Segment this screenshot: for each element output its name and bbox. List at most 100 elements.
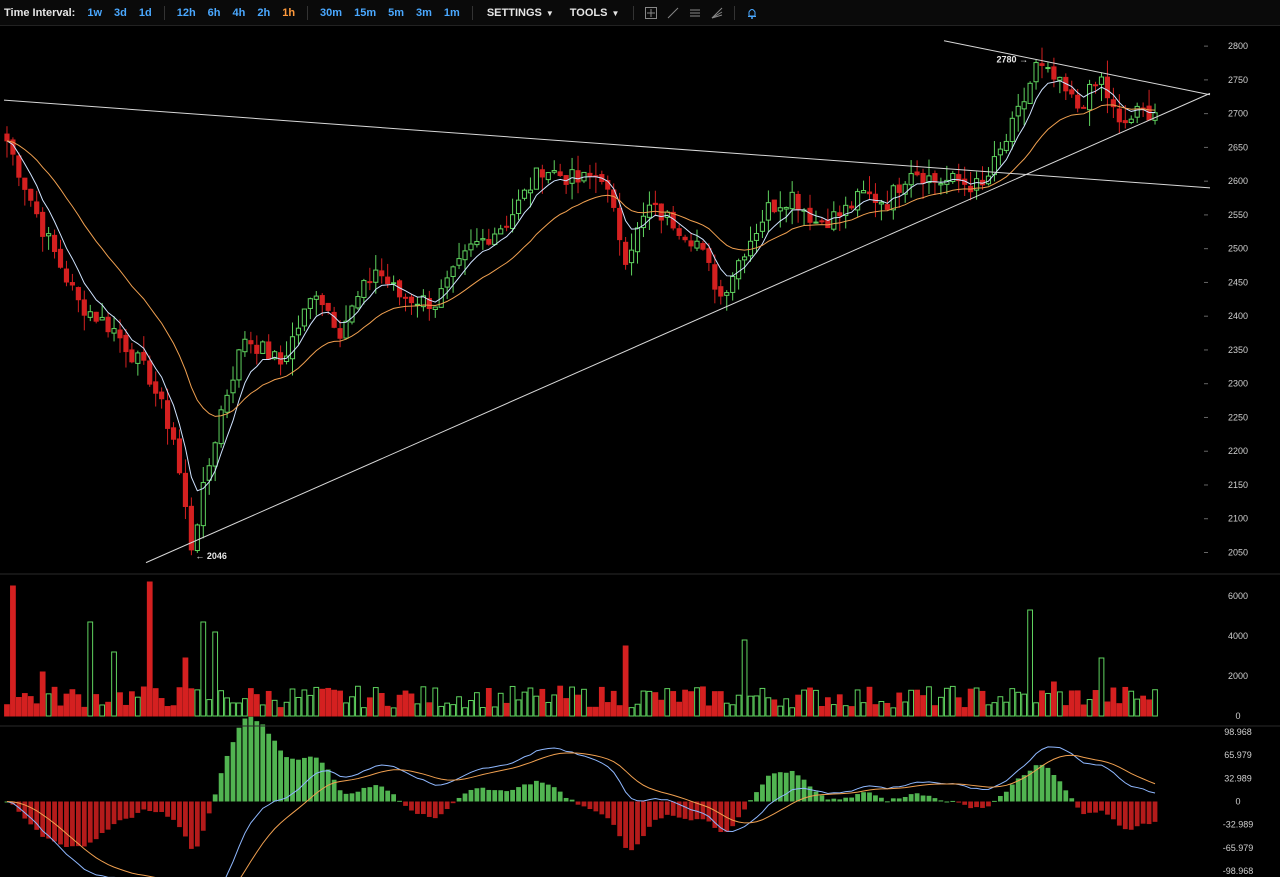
interval-3d[interactable]: 3d <box>114 6 127 19</box>
macd-histogram-bar <box>236 727 242 802</box>
separator <box>633 5 635 20</box>
macd-histogram-bar <box>730 801 736 827</box>
horizontal-lines-icon[interactable] <box>687 5 703 21</box>
volume-bar <box>979 690 986 717</box>
volume-bar <box>289 688 296 717</box>
line-draw-icon[interactable] <box>665 5 681 21</box>
candle-body <box>1110 99 1116 108</box>
volume-bar <box>236 702 242 717</box>
candle-body <box>301 308 307 327</box>
candle-body <box>521 189 528 199</box>
volume-bar <box>337 690 343 717</box>
macd-histogram-bar <box>1009 784 1015 802</box>
candle-body <box>1015 105 1021 117</box>
candle-body <box>777 207 783 212</box>
volume-bar <box>1021 693 1028 717</box>
interval-6h[interactable]: 6h <box>207 6 221 19</box>
candle-body <box>361 280 367 298</box>
candle-body <box>551 170 557 173</box>
interval-2h[interactable]: 2h <box>257 6 271 19</box>
candle-body <box>40 211 46 237</box>
candle-body <box>51 234 58 252</box>
macd-histogram-bar <box>510 789 515 802</box>
interval-1h[interactable]: 1h <box>282 6 296 19</box>
macd-histogram-bar <box>599 801 605 815</box>
volume-bar <box>890 707 897 717</box>
volume-bar <box>729 704 736 717</box>
interval-12h[interactable]: 12h <box>176 6 196 19</box>
candle-body <box>75 287 81 301</box>
candle-body <box>807 207 813 223</box>
settings-menu[interactable]: SETTINGS ▼ <box>479 7 562 19</box>
interval-5m[interactable]: 5m <box>388 6 405 19</box>
volume-bar <box>182 657 189 717</box>
volume-bar <box>878 700 885 717</box>
volume-bar <box>426 702 433 717</box>
volume-bar <box>450 704 456 717</box>
volume-axis-label: 4000 <box>1228 631 1248 641</box>
tools-menu[interactable]: TOOLS ▼ <box>562 7 628 19</box>
macd-histogram-bar <box>1146 801 1152 825</box>
interval-15m[interactable]: 15m <box>354 6 377 19</box>
macd-histogram-bar <box>40 801 46 837</box>
volume-bar <box>497 692 504 717</box>
macd-histogram-bar <box>1015 778 1021 802</box>
volume-bar <box>129 691 135 717</box>
candle-body <box>117 329 123 339</box>
macd-histogram-bar <box>105 801 111 830</box>
macd-histogram-bar <box>623 801 628 848</box>
volume-bar <box>1086 699 1093 717</box>
candle-body <box>123 334 129 353</box>
chevron-down-icon: ▼ <box>545 8 554 18</box>
interval-1m[interactable]: 1m <box>443 6 460 19</box>
crosshair-icon[interactable] <box>643 5 659 21</box>
candle-body <box>1146 105 1152 121</box>
volume-bar <box>253 694 260 717</box>
fib-fan-icon[interactable] <box>709 5 725 21</box>
candle-body <box>1039 63 1045 66</box>
macd-histogram-bar <box>486 789 492 802</box>
volume-bar <box>943 687 950 717</box>
candle-body <box>634 227 641 253</box>
macd-histogram-bar <box>111 801 117 825</box>
interval-1d[interactable]: 1d <box>138 6 152 19</box>
candle-body <box>426 298 432 310</box>
volume-bar <box>670 691 677 717</box>
volume-bar <box>557 685 564 717</box>
macd-histogram-bar <box>932 798 938 802</box>
volume-bar <box>1104 701 1111 717</box>
volume-bar <box>819 705 825 717</box>
macd-histogram-bar <box>474 788 480 802</box>
candle-body <box>569 169 575 184</box>
candle-body <box>706 248 712 263</box>
macd-histogram-bar <box>557 791 563 802</box>
interval-30m[interactable]: 30m <box>320 6 343 19</box>
volume-bar <box>420 686 427 717</box>
macd-histogram-bar <box>1069 798 1075 802</box>
alert-bell-icon[interactable] <box>744 5 760 21</box>
macd-histogram-bar <box>534 780 539 802</box>
macd-histogram-bar <box>373 785 379 802</box>
interval-3m[interactable]: 3m <box>416 6 432 19</box>
macd-histogram-bar <box>296 759 301 802</box>
high-annotation: 2780 → <box>997 55 1029 65</box>
price-axis-label: 2200 <box>1228 446 1248 456</box>
candle-body <box>605 180 611 190</box>
volume-bar <box>759 687 766 717</box>
candle-body <box>188 505 194 551</box>
candle-body <box>724 292 730 296</box>
chevron-down-icon: ▼ <box>611 8 620 18</box>
price-axis-label: 2600 <box>1228 176 1248 186</box>
macd-histogram-bar <box>837 799 843 802</box>
price-axis-label: 2800 <box>1228 41 1248 51</box>
macd-histogram-bar <box>968 801 974 809</box>
interval-1w[interactable]: 1w <box>87 6 103 19</box>
volume-bar <box>158 698 165 717</box>
macd-histogram-bar <box>873 795 878 802</box>
candle-body <box>373 269 379 283</box>
chart-area[interactable]: 2800 2750 2700 2650 2600 2550 2500 2450 2400 2350… <box>0 26 1280 877</box>
interval-4h[interactable]: 4h <box>232 6 246 19</box>
volume-bar <box>15 697 22 717</box>
ema-slow-line <box>6 104 1156 417</box>
price-axis-label: 2650 <box>1228 142 1248 152</box>
